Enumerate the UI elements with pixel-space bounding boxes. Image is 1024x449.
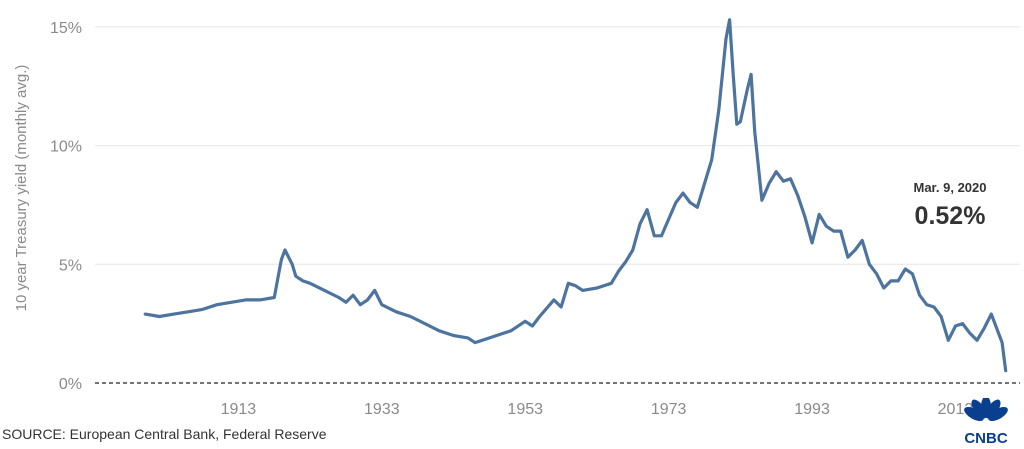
x-tick-label: 1953 bbox=[507, 401, 543, 418]
y-tick-label: 15% bbox=[50, 20, 82, 37]
x-tick-label: 2013 bbox=[938, 401, 974, 418]
grid-layer bbox=[95, 26, 1020, 265]
source-note: SOURCE: European Central Bank, Federal R… bbox=[2, 426, 327, 442]
x-tick-label: 1973 bbox=[651, 401, 687, 418]
nbc-peacock-icon: CNBC bbox=[964, 398, 1008, 446]
y-tick-label: 5% bbox=[59, 257, 82, 274]
x-tick-label: 1933 bbox=[364, 401, 400, 418]
annotation-value: 0.52% bbox=[915, 202, 986, 230]
cnbc-logo: CNBC bbox=[952, 398, 1020, 446]
series-line-treasury-yield bbox=[143, 18, 1008, 373]
x-tick-label: 1993 bbox=[794, 401, 830, 418]
y-tick-label: 0% bbox=[59, 376, 82, 393]
cnbc-wordmark: CNBC bbox=[964, 430, 1007, 446]
x-tick-label: 1913 bbox=[221, 401, 257, 418]
y-axis: 0% 5% 10% 15% bbox=[50, 20, 82, 393]
x-axis: 1913 1933 1953 1973 1993 2013 bbox=[221, 401, 974, 418]
y-tick-label: 10% bbox=[50, 139, 82, 156]
annotation-date: Mar. 9, 2020 bbox=[914, 180, 987, 195]
y-axis-label: 10 year Treasury yield (monthly avg.) bbox=[13, 65, 30, 312]
